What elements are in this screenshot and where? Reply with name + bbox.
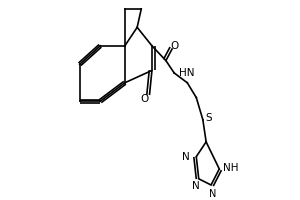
Text: N: N [182,152,190,162]
Text: O: O [171,41,179,51]
Text: S: S [205,113,212,123]
Text: N: N [192,181,200,191]
Text: NH: NH [223,163,239,173]
Text: HN: HN [179,68,194,78]
Text: N: N [208,189,216,199]
Text: O: O [140,94,149,104]
